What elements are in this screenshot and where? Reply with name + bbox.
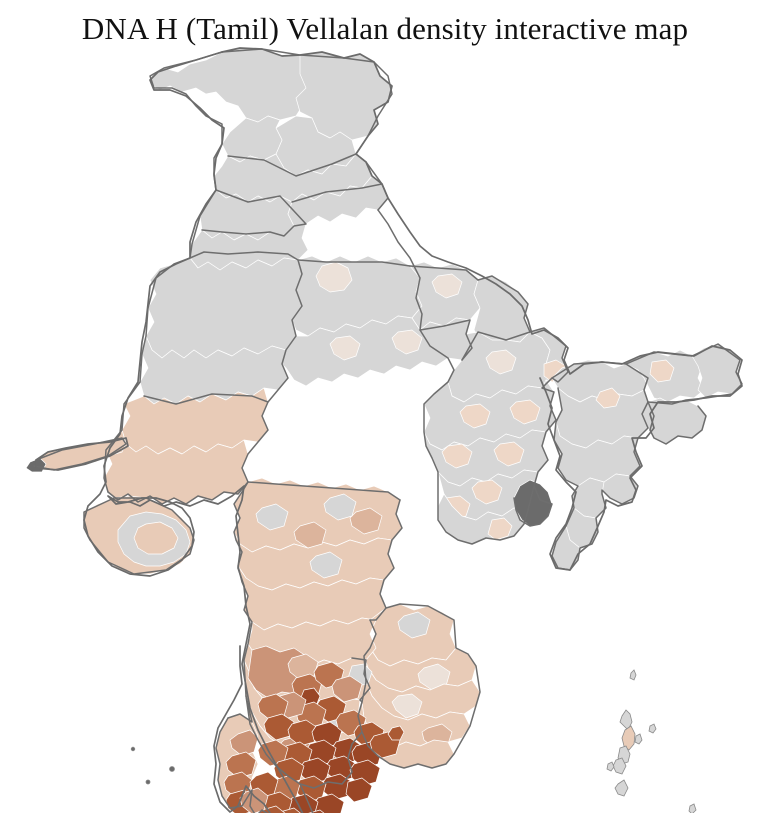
region-east-northeast[interactable] [530, 328, 742, 570]
map-svg[interactable] [0, 46, 770, 813]
region-maharashtra[interactable] [234, 478, 402, 630]
region-lakshadweep[interactable] [130, 746, 209, 813]
india-density-map[interactable] [0, 46, 770, 813]
region-rajasthan[interactable] [140, 258, 302, 404]
region-central-plains[interactable] [282, 256, 552, 402]
country-outline [35, 47, 743, 813]
region-gujarat[interactable] [26, 388, 268, 574]
region-himachal-punjab-haryana[interactable] [190, 154, 388, 270]
region-east-central[interactable] [424, 380, 556, 544]
region-jammu-kashmir[interactable] [150, 48, 392, 176]
region-andaman-nicobar[interactable] [606, 669, 697, 813]
state-boundaries [33, 48, 743, 813]
map-regions-layer[interactable] [26, 47, 743, 813]
page-title: DNA H (Tamil) Vellalan density interacti… [81, 11, 689, 46]
region-puducherry[interactable] [388, 726, 404, 740]
